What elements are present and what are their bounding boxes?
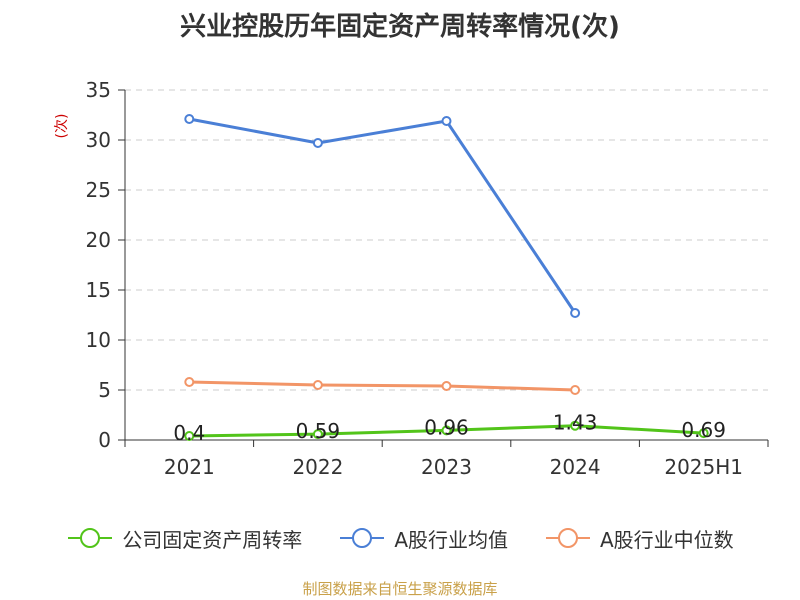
y-tick-label: 20 (86, 228, 111, 252)
series-layer (184, 114, 709, 441)
y-tick-label: 5 (98, 378, 111, 402)
data-point (570, 308, 581, 318)
data-point (184, 431, 195, 441)
series-line (189, 380, 576, 392)
legend-item[interactable]: 公司固定资产周转率 (66, 524, 302, 553)
data-point (312, 429, 323, 440)
data-point (441, 116, 452, 126)
y-tick-label: 35 (86, 78, 111, 102)
series-0 (184, 420, 709, 441)
data-point (184, 114, 195, 124)
legend-swatch (340, 528, 385, 548)
data-label: 0.4 (173, 421, 205, 445)
series-1 (184, 114, 581, 318)
legend-swatch (546, 528, 590, 548)
data-point (184, 377, 195, 387)
legend-label: 公司固定资产周转率 (122, 527, 303, 552)
legend-item[interactable]: A股行业均值 (338, 524, 508, 553)
legend: 公司固定资产周转率 A股行业均值 A股行业中位数 (0, 520, 800, 556)
source-note: 制图数据来自恒生聚源数据库 (302, 580, 498, 598)
legend-swatch-marker (80, 528, 101, 548)
axis-layer: 0 5 10 15 20 25 30 35 2021 2022 2023 2024 2025H1 (86, 78, 769, 479)
data-label: 0.59 (296, 419, 341, 443)
data-point (570, 420, 581, 431)
legend-label: A股行业均值 (394, 527, 508, 552)
data-point (312, 138, 323, 148)
data-label-layer: 0.4 0.59 0.96 1.43 0.69 (173, 411, 726, 445)
y-tick-label: 15 (86, 278, 111, 302)
series-line (189, 117, 577, 314)
x-tick-label: 2024 (550, 455, 601, 479)
x-tick-label: 2022 (292, 455, 343, 479)
legend-swatch (68, 528, 113, 548)
y-tick-label: 10 (86, 328, 111, 352)
series-2 (184, 377, 581, 395)
x-tick-label: 2023 (421, 455, 472, 479)
legend-item[interactable]: A股行业中位数 (544, 524, 734, 553)
x-tick-label: 2021 (164, 455, 215, 479)
data-label: 1.43 (553, 411, 598, 435)
data-point (570, 385, 581, 395)
y-tick-label: 0 (98, 428, 111, 452)
grid-layer (125, 89, 768, 391)
data-point (698, 428, 709, 439)
x-tick-label: 2025H1 (664, 455, 743, 479)
legend-label: A股行业中位数 (600, 527, 734, 552)
data-label: 0.96 (424, 415, 469, 439)
y-tick-label: 30 (86, 128, 111, 152)
data-point (312, 380, 323, 390)
data-label: 0.69 (681, 418, 726, 442)
data-point (441, 381, 452, 391)
chart-title: 兴业控股历年固定资产周转率情况(次) (180, 12, 620, 42)
legend-swatch-marker (558, 528, 578, 548)
data-point (441, 425, 452, 436)
y-axis-label: (次) (54, 114, 70, 139)
y-tick-label: 25 (86, 178, 111, 202)
legend-swatch-marker (352, 528, 373, 548)
